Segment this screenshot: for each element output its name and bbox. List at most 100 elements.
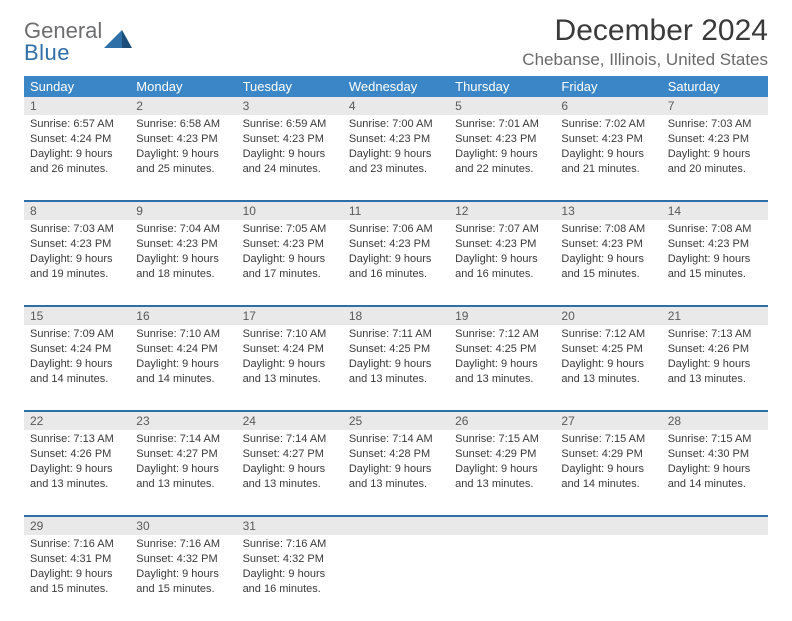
day-number-cell: 4 — [343, 97, 449, 115]
day-number: 7 — [662, 97, 768, 115]
day-cell: Sunrise: 7:12 AMSunset: 4:25 PMDaylight:… — [449, 325, 555, 411]
day-cell: Sunrise: 7:03 AMSunset: 4:23 PMDaylight:… — [662, 115, 768, 201]
day-number: 3 — [237, 97, 343, 115]
daylight-line: Daylight: 9 hours — [668, 357, 762, 372]
day-number-row: 293031 — [24, 516, 768, 535]
day-number: 10 — [237, 202, 343, 220]
day-details: Sunrise: 7:12 AMSunset: 4:25 PMDaylight:… — [555, 325, 661, 392]
sunset-line: Sunset: 4:23 PM — [243, 237, 337, 252]
daylight-line: and 13 minutes. — [668, 372, 762, 387]
day-number: 14 — [662, 202, 768, 220]
daylight-line: Daylight: 9 hours — [243, 147, 337, 162]
day-details: Sunrise: 7:10 AMSunset: 4:24 PMDaylight:… — [130, 325, 236, 392]
day-number-row: 22232425262728 — [24, 411, 768, 430]
day-number-cell — [662, 516, 768, 535]
day-number-cell: 17 — [237, 306, 343, 325]
day-body-row: Sunrise: 7:13 AMSunset: 4:26 PMDaylight:… — [24, 430, 768, 516]
weekday-header-row: Sunday Monday Tuesday Wednesday Thursday… — [24, 76, 768, 97]
daylight-line: Daylight: 9 hours — [30, 357, 124, 372]
sunrise-line: Sunrise: 6:57 AM — [30, 117, 124, 132]
sunset-line: Sunset: 4:25 PM — [561, 342, 655, 357]
sunset-line: Sunset: 4:23 PM — [455, 237, 549, 252]
daylight-line: and 13 minutes. — [455, 477, 549, 492]
daylight-line: and 22 minutes. — [455, 162, 549, 177]
sunrise-line: Sunrise: 7:13 AM — [30, 432, 124, 447]
day-number-cell: 8 — [24, 201, 130, 220]
day-number-cell: 14 — [662, 201, 768, 220]
day-cell: Sunrise: 6:58 AMSunset: 4:23 PMDaylight:… — [130, 115, 236, 201]
day-cell: Sunrise: 7:08 AMSunset: 4:23 PMDaylight:… — [662, 220, 768, 306]
sunrise-line: Sunrise: 7:11 AM — [349, 327, 443, 342]
daylight-line: and 13 minutes. — [30, 477, 124, 492]
day-cell: Sunrise: 7:13 AMSunset: 4:26 PMDaylight:… — [662, 325, 768, 411]
sunset-line: Sunset: 4:30 PM — [668, 447, 762, 462]
sunrise-line: Sunrise: 7:00 AM — [349, 117, 443, 132]
daylight-line: and 17 minutes. — [243, 267, 337, 282]
sunrise-line: Sunrise: 7:10 AM — [136, 327, 230, 342]
daylight-line: and 14 minutes. — [30, 372, 124, 387]
sunset-line: Sunset: 4:23 PM — [30, 237, 124, 252]
daylight-line: Daylight: 9 hours — [561, 147, 655, 162]
sunrise-line: Sunrise: 7:10 AM — [243, 327, 337, 342]
day-number: 30 — [130, 517, 236, 535]
day-number: 31 — [237, 517, 343, 535]
day-cell: Sunrise: 7:08 AMSunset: 4:23 PMDaylight:… — [555, 220, 661, 306]
day-number: 27 — [555, 412, 661, 430]
sunrise-line: Sunrise: 7:14 AM — [136, 432, 230, 447]
weekday-header: Saturday — [662, 76, 768, 97]
weekday-header: Tuesday — [237, 76, 343, 97]
day-details: Sunrise: 7:13 AMSunset: 4:26 PMDaylight:… — [662, 325, 768, 392]
daylight-line: Daylight: 9 hours — [136, 462, 230, 477]
daylight-line: Daylight: 9 hours — [243, 252, 337, 267]
day-number: 22 — [24, 412, 130, 430]
daylight-line: Daylight: 9 hours — [243, 567, 337, 582]
day-details: Sunrise: 7:00 AMSunset: 4:23 PMDaylight:… — [343, 115, 449, 182]
weekday-header: Friday — [555, 76, 661, 97]
daylight-line: and 13 minutes. — [455, 372, 549, 387]
day-details: Sunrise: 7:03 AMSunset: 4:23 PMDaylight:… — [662, 115, 768, 182]
day-cell: Sunrise: 7:03 AMSunset: 4:23 PMDaylight:… — [24, 220, 130, 306]
daylight-line: Daylight: 9 hours — [136, 567, 230, 582]
day-number-cell — [343, 516, 449, 535]
day-details: Sunrise: 7:08 AMSunset: 4:23 PMDaylight:… — [662, 220, 768, 287]
sunset-line: Sunset: 4:24 PM — [30, 132, 124, 147]
logo: General Blue — [24, 20, 132, 64]
day-cell — [555, 535, 661, 621]
day-number-cell: 30 — [130, 516, 236, 535]
day-cell: Sunrise: 7:07 AMSunset: 4:23 PMDaylight:… — [449, 220, 555, 306]
daylight-line: and 14 minutes. — [668, 477, 762, 492]
sunset-line: Sunset: 4:23 PM — [561, 132, 655, 147]
day-cell: Sunrise: 7:13 AMSunset: 4:26 PMDaylight:… — [24, 430, 130, 516]
day-number-cell: 23 — [130, 411, 236, 430]
sunrise-line: Sunrise: 7:16 AM — [30, 537, 124, 552]
sunset-line: Sunset: 4:23 PM — [349, 237, 443, 252]
day-cell: Sunrise: 7:15 AMSunset: 4:30 PMDaylight:… — [662, 430, 768, 516]
day-number — [343, 517, 449, 535]
sunset-line: Sunset: 4:23 PM — [561, 237, 655, 252]
day-cell — [662, 535, 768, 621]
daylight-line: Daylight: 9 hours — [455, 252, 549, 267]
day-number: 11 — [343, 202, 449, 220]
daylight-line: and 14 minutes. — [136, 372, 230, 387]
day-number-cell: 27 — [555, 411, 661, 430]
day-number: 8 — [24, 202, 130, 220]
daylight-line: and 13 minutes. — [561, 372, 655, 387]
daylight-line: Daylight: 9 hours — [136, 357, 230, 372]
day-cell: Sunrise: 7:11 AMSunset: 4:25 PMDaylight:… — [343, 325, 449, 411]
daylight-line: Daylight: 9 hours — [30, 462, 124, 477]
day-cell: Sunrise: 7:00 AMSunset: 4:23 PMDaylight:… — [343, 115, 449, 201]
day-details: Sunrise: 7:14 AMSunset: 4:27 PMDaylight:… — [237, 430, 343, 497]
day-details: Sunrise: 7:08 AMSunset: 4:23 PMDaylight:… — [555, 220, 661, 287]
day-number: 24 — [237, 412, 343, 430]
sunrise-line: Sunrise: 7:02 AM — [561, 117, 655, 132]
daylight-line: and 21 minutes. — [561, 162, 655, 177]
day-number-cell: 2 — [130, 97, 236, 115]
day-number-cell: 29 — [24, 516, 130, 535]
day-number-row: 15161718192021 — [24, 306, 768, 325]
daylight-line: Daylight: 9 hours — [561, 357, 655, 372]
day-details: Sunrise: 6:59 AMSunset: 4:23 PMDaylight:… — [237, 115, 343, 182]
day-number: 29 — [24, 517, 130, 535]
sunrise-line: Sunrise: 7:15 AM — [668, 432, 762, 447]
sunrise-line: Sunrise: 7:06 AM — [349, 222, 443, 237]
logo-mark-icon — [104, 30, 132, 56]
